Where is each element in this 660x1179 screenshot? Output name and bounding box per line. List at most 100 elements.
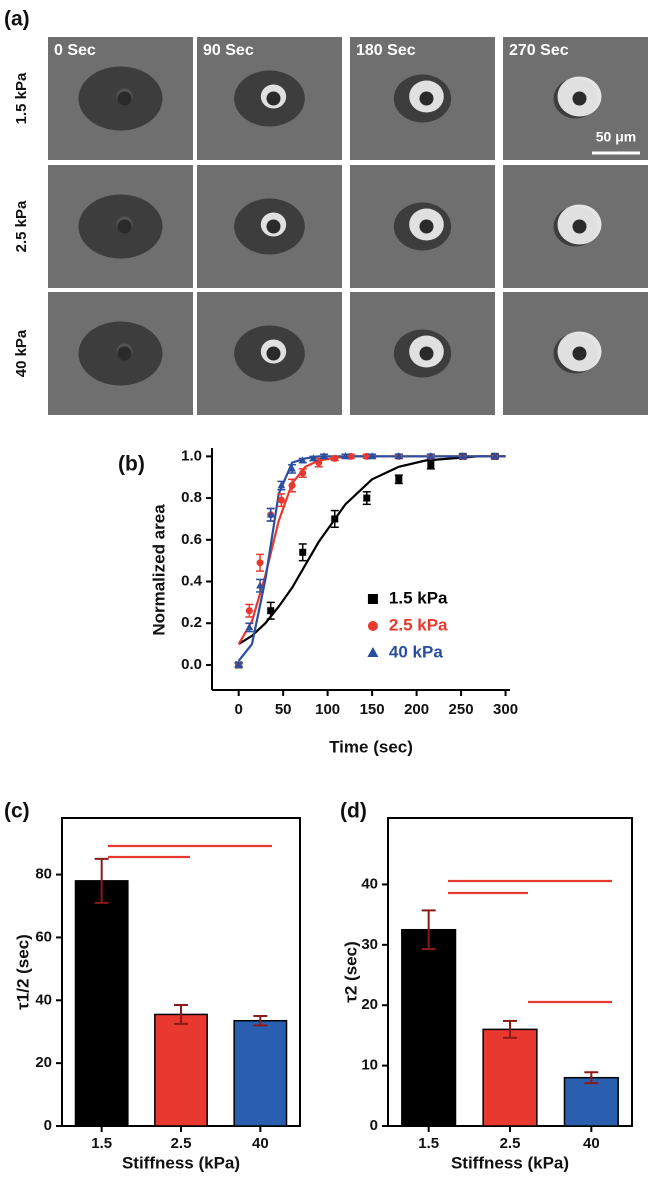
error-bar: [503, 1019, 517, 1039]
y-axis-label: τ1/2 (sec): [13, 934, 32, 1010]
micrograph: [350, 292, 495, 415]
significance-bars: [108, 844, 612, 1004]
x-tick-label: 100: [315, 701, 340, 718]
x-tick-label: 150: [360, 701, 385, 718]
micrograph: [48, 165, 193, 288]
x-axis-label: Time (sec): [329, 737, 413, 756]
micrograph: [197, 165, 342, 288]
y-tick-label: 20: [361, 996, 378, 1013]
y-axis-label: τ2 (sec): [341, 941, 360, 1002]
error-bar: [174, 1004, 188, 1025]
time-label: 90 Sec: [203, 42, 254, 59]
bar: [563, 1076, 619, 1127]
error-bar: [584, 1071, 599, 1085]
y-tick-label: 1.0: [181, 447, 202, 464]
nucleus: [266, 346, 281, 361]
x-tick-label: 200: [404, 701, 429, 718]
y-tick-label: 30: [361, 936, 378, 953]
x-tick-label: 0: [235, 701, 243, 718]
micrograph: [48, 37, 193, 160]
error-bar: [253, 1015, 268, 1027]
micrograph: [48, 292, 193, 415]
bar: [233, 1019, 288, 1127]
micrograph: [350, 37, 495, 160]
y-tick-label: 0.8: [181, 489, 202, 506]
micrograph: [503, 292, 648, 415]
x-tick-label: 2.5: [500, 1135, 521, 1152]
marker: [331, 454, 339, 462]
x-tick-label: 300: [493, 701, 518, 718]
marker: [331, 515, 339, 523]
nucleus: [419, 91, 434, 106]
marker: [256, 581, 264, 589]
y-tick-label: 0.0: [181, 656, 202, 673]
marker: [277, 481, 286, 489]
row-label: 40 kPa: [13, 329, 30, 377]
legend-label: 1.5 kPa: [389, 588, 448, 607]
nucleus: [572, 219, 587, 234]
x-tick-label: 40: [252, 1135, 269, 1152]
x-tick-label: 250: [449, 701, 474, 718]
micrograph: [350, 165, 495, 288]
micrograph: [503, 165, 648, 288]
y-tick-label: 60: [35, 928, 52, 945]
marker: [491, 452, 499, 460]
bar: [482, 1028, 538, 1127]
micrograph: [503, 37, 648, 160]
marker: [245, 607, 253, 615]
marker: [267, 607, 275, 615]
nucleus: [117, 346, 132, 361]
marker: [277, 496, 285, 504]
scale-bar-label: 50 μm: [596, 129, 636, 145]
fit-line: [238, 455, 506, 646]
marker: [363, 494, 371, 502]
error-bar: [94, 857, 109, 904]
marker: [288, 464, 296, 472]
marker: [320, 452, 328, 460]
row-label: 1.5 kPa: [13, 72, 30, 124]
x-tick-label: 50: [275, 701, 292, 718]
error-bar: [421, 909, 436, 951]
x-tick-label: 1.5: [91, 1135, 112, 1152]
marker: [266, 510, 275, 518]
marker: [395, 475, 403, 483]
marker: [309, 454, 318, 462]
y-tick-label: 10: [361, 1057, 378, 1074]
x-tick-label: 1.5: [418, 1135, 439, 1152]
marker: [288, 482, 296, 490]
nucleus: [266, 219, 281, 234]
x-axis-label: Stiffness (kPa): [122, 1153, 240, 1172]
nucleus: [419, 219, 434, 234]
time-label: 0 Sec: [54, 42, 96, 59]
y-tick-label: 40: [35, 991, 52, 1008]
x-axis-label: Stiffness (kPa): [451, 1153, 569, 1172]
row-label: 2.5 kPa: [13, 200, 30, 252]
y-tick-label: 0: [44, 1117, 52, 1134]
marker: [256, 559, 264, 567]
y-tick-label: 20: [35, 1054, 52, 1071]
legend-marker: [367, 621, 378, 631]
marker: [245, 623, 254, 631]
y-tick-label: 80: [35, 866, 52, 883]
marker: [368, 452, 376, 460]
marker: [299, 548, 307, 556]
panel-label: (a): [4, 8, 30, 31]
marker: [427, 461, 435, 469]
marker: [459, 452, 467, 460]
legend-marker: [367, 594, 378, 604]
nucleus: [419, 346, 434, 361]
nucleus: [572, 91, 587, 106]
nucleus: [117, 219, 132, 234]
y-tick-label: 0.2: [181, 614, 202, 631]
panel-label: (d): [340, 800, 367, 823]
legend-label: 2.5 kPa: [389, 615, 448, 634]
legend-label: 40 kPa: [389, 642, 443, 661]
y-tick-label: 0: [370, 1117, 378, 1134]
micrograph: [197, 292, 342, 415]
marker: [299, 469, 307, 477]
y-tick-label: 0.4: [181, 572, 203, 589]
bar: [154, 1013, 208, 1127]
y-axis-label: Normalized area: [149, 504, 168, 636]
micrograph: [197, 37, 342, 160]
